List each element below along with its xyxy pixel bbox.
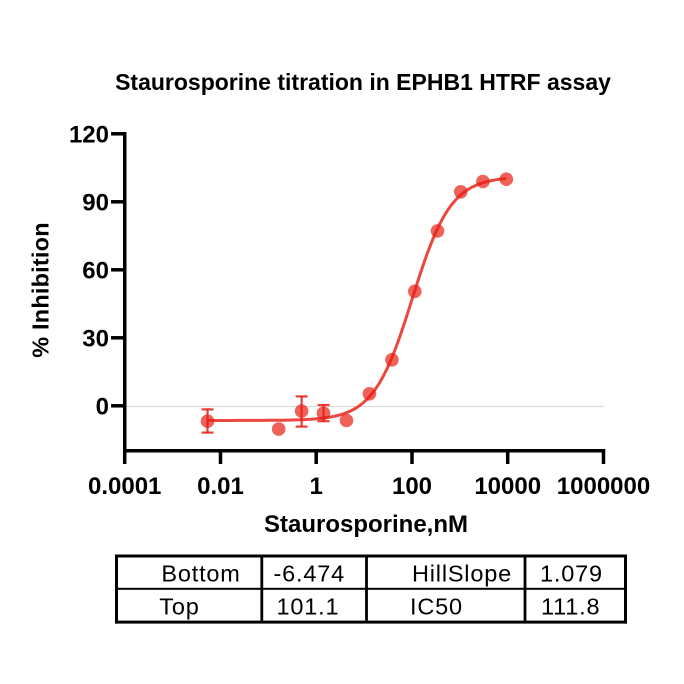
svg-text:0: 0 [96, 394, 109, 421]
svg-text:Staurosporine titration in EPH: Staurosporine titration in EPHB1 HTRF as… [115, 69, 611, 95]
svg-text:111.8: 111.8 [541, 593, 600, 619]
svg-text:0.0001: 0.0001 [88, 473, 161, 500]
svg-text:10000: 10000 [474, 473, 541, 500]
svg-text:1.079: 1.079 [540, 561, 603, 587]
svg-text:1: 1 [310, 473, 323, 500]
svg-text:% Inhibition: % Inhibition [28, 222, 54, 358]
svg-text:IC50: IC50 [410, 593, 463, 619]
svg-text:101.1: 101.1 [277, 593, 340, 619]
svg-text:HillSlope: HillSlope [412, 561, 512, 587]
svg-text:1000000: 1000000 [557, 473, 650, 500]
svg-text:90: 90 [82, 190, 109, 217]
svg-text:100: 100 [392, 473, 432, 500]
svg-text:Bottom: Bottom [161, 561, 240, 587]
svg-text:0.01: 0.01 [197, 473, 244, 500]
svg-text:-6.474: -6.474 [274, 561, 345, 587]
svg-text:Staurosporine,nM: Staurosporine,nM [264, 511, 468, 538]
svg-text:60: 60 [82, 258, 109, 285]
svg-text:120: 120 [69, 122, 109, 149]
svg-text:Top: Top [159, 593, 199, 619]
svg-text:30: 30 [82, 326, 109, 353]
